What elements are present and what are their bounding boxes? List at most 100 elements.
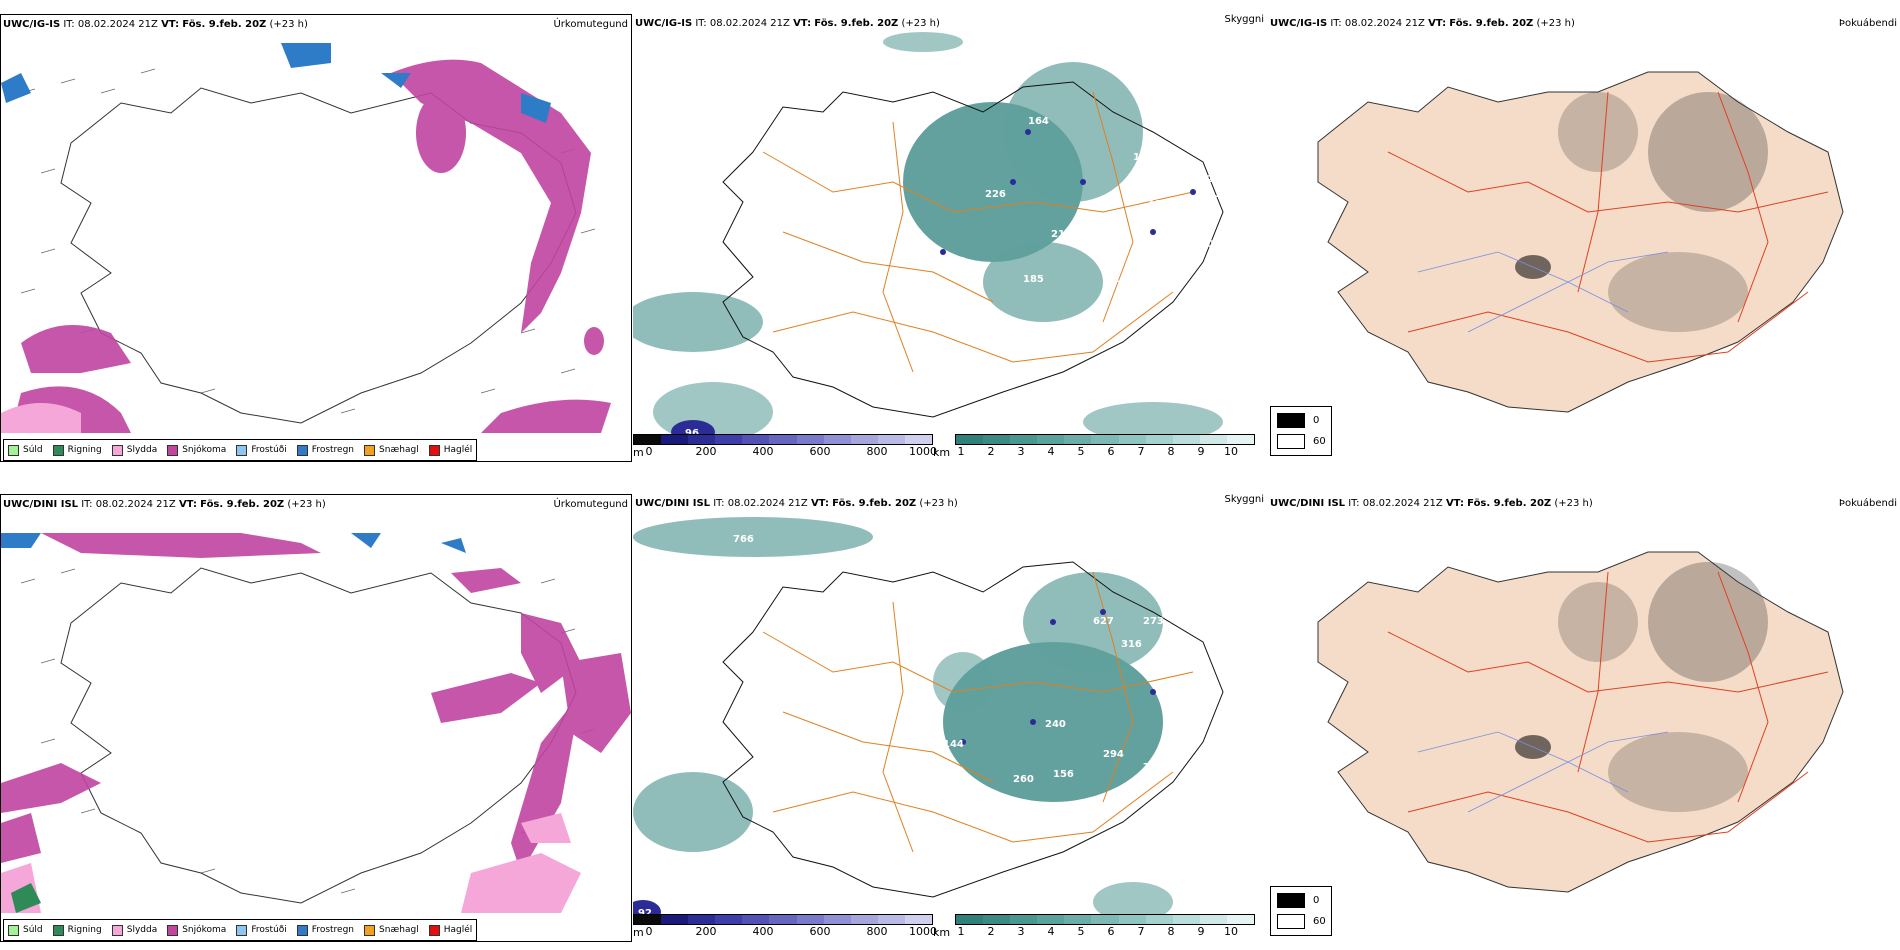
panel-title: Skyggni (1224, 494, 1264, 505)
fog-legend: 0 60 (1270, 406, 1332, 456)
tick-label: 200 (695, 925, 717, 938)
swatch-icon (8, 924, 19, 936)
visibility-colorbar: km 1 2 3 4 5 6 7 8 9 10 (933, 434, 1255, 459)
cloud-label: 106 (1133, 152, 1154, 163)
precip-panel-top: UWC/IG-IS IT: 08.02.2024 21Z VT: Fös. 9.… (0, 14, 632, 462)
tick-label: 5 (1077, 445, 1085, 458)
iceland-outline (60, 567, 577, 904)
cloud-label: 273 (1143, 616, 1164, 627)
colorbar-swatch (1010, 915, 1038, 924)
swatch-icon (364, 924, 376, 936)
swatch-icon (167, 924, 179, 936)
panel-header: UWC/IG-IS IT: 08.02.2024 21Z VT: Fös. 9.… (635, 18, 940, 29)
tick-label: 2 (987, 445, 995, 458)
precip-legend: Súld Rigning Slydda Snjókoma Frostúði Fr… (3, 919, 478, 941)
cloud-label: 130 (1148, 199, 1169, 210)
cloud-label: 294 (1103, 749, 1124, 760)
legend-item: Haglél (428, 444, 472, 456)
cloud-label: 170 (945, 256, 966, 267)
visibility-panel-top: UWC/IG-IS IT: 08.02.2024 21Z VT: Fös. 9.… (633, 14, 1267, 462)
unit-label: m (633, 926, 644, 939)
black-swatch-icon (1277, 413, 1305, 428)
colorbar-swatch (688, 915, 716, 924)
black-swatch-icon (1277, 893, 1305, 908)
panel-title: Skyggni (1224, 14, 1264, 25)
colorbar-swatch (904, 915, 933, 924)
colorbar-swatch (1091, 915, 1119, 924)
fog-map (1317, 551, 1844, 893)
swatch-icon (8, 444, 19, 456)
colorbar-swatch (1118, 915, 1146, 924)
legend-item: Frostregn (296, 444, 354, 456)
colorbar-swatch (1172, 435, 1200, 444)
swatch-icon (52, 444, 64, 456)
legend-item: Frostregn (296, 924, 354, 936)
cloud-label: 226 (985, 189, 1006, 200)
iceland-outline (1317, 71, 1844, 413)
colorbar-swatch (688, 435, 716, 444)
swatch-icon (236, 924, 248, 936)
tick-label: 10 (1224, 925, 1238, 938)
colorbar-swatch (850, 435, 878, 444)
cloud-label: 332 (1215, 189, 1236, 200)
colorbar-swatch (983, 435, 1011, 444)
precip-panel-bottom: UWC/DINI ISL IT: 08.02.2024 21Z VT: Fös.… (0, 494, 632, 942)
colorbar-swatch (1199, 915, 1227, 924)
swatch-icon (428, 924, 440, 936)
cloud-label: 164 (1028, 116, 1049, 127)
white-swatch-icon (1277, 914, 1305, 929)
sea-label: 96 (685, 428, 699, 439)
colorbar-swatch (956, 435, 984, 444)
visibility-panel-bottom: UWC/DINI ISL IT: 08.02.2024 21Z VT: Fös.… (633, 494, 1267, 942)
colorbar-swatch (850, 915, 878, 924)
tick-label: 1000 (909, 925, 937, 938)
colorbar-swatch (1010, 435, 1038, 444)
cloud-label: 260 (1013, 774, 1034, 785)
colorbar-swatch (1064, 915, 1092, 924)
unit-label: m (633, 446, 644, 459)
legend-item: Rigning (52, 444, 102, 456)
tick-label: 1 (957, 925, 965, 938)
white-swatch-icon (1277, 434, 1305, 449)
cloud-base-colorbar: m 0 200 400 600 800 1000 (633, 434, 937, 459)
panel-header: UWC/DINI ISL IT: 08.02.2024 21Z VT: Fös.… (1270, 498, 1593, 509)
tick-label: 9 (1197, 445, 1205, 458)
swatch-icon (428, 444, 440, 456)
cloud-base-colorbar: m 0 200 400 600 800 1000 (633, 914, 938, 939)
tick-label: 600 (809, 925, 831, 938)
legend-item: Snjókoma (167, 444, 226, 456)
tick-label: 1 (957, 445, 965, 458)
precip-map (1, 43, 611, 433)
cloud-label: 185 (1023, 274, 1044, 285)
iceland-outline (722, 81, 1224, 418)
colorbar-swatch (715, 435, 743, 444)
panel-header: UWC/DINI ISL IT: 08.02.2024 21Z VT: Fös.… (635, 498, 958, 509)
tick-label: 800 (866, 925, 888, 938)
colorbar-swatch (956, 915, 984, 924)
panel-header: UWC/IG-IS IT: 08.02.2024 21Z VT: Fös. 9.… (3, 19, 308, 30)
tick-label: 400 (752, 445, 774, 458)
tick-label: 5 (1077, 925, 1085, 938)
colorbar-swatch (661, 915, 689, 924)
panel-title: Þokuábendi (1838, 498, 1897, 509)
tick-label: 6 (1107, 925, 1115, 938)
legend-item: Slydda (111, 924, 157, 936)
tick-label: 600 (809, 445, 831, 458)
colorbar-swatch (1037, 435, 1065, 444)
colorbar-swatch (877, 915, 905, 924)
colorbar-swatch (1064, 435, 1092, 444)
colorbar-swatch (769, 435, 797, 444)
legend-item: Haglél (428, 924, 472, 936)
colorbar-swatch (1145, 915, 1173, 924)
legend-item: Súld (8, 444, 43, 456)
tick-label: 0 (645, 925, 653, 938)
colorbar-swatch (1037, 915, 1065, 924)
colorbar-swatch (904, 435, 933, 444)
colorbar-ticks: 0 200 400 600 800 1000 (633, 925, 938, 938)
colorbar-swatch (796, 435, 824, 444)
cloud-label: 156 (1053, 769, 1074, 780)
cloud-label: 627 (1093, 616, 1114, 627)
legend-item: Snæhagl (364, 924, 419, 936)
fog-legend: 0 60 (1270, 886, 1332, 936)
swatch-icon (111, 444, 123, 456)
